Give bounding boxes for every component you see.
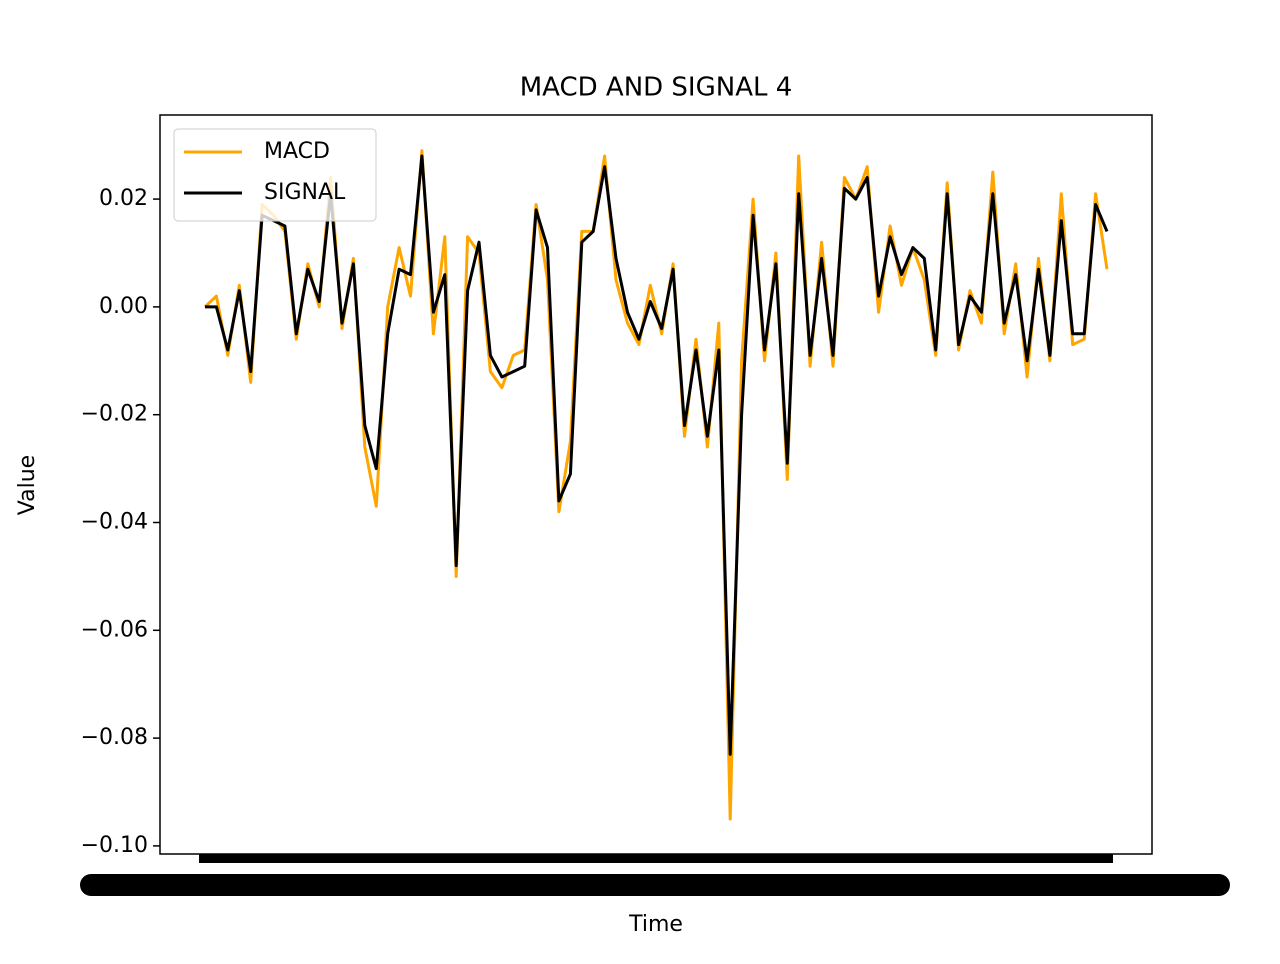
y-tick-label: −0.06: [81, 617, 148, 642]
y-tick-label: 0.02: [99, 186, 148, 211]
y-tick-label: −0.04: [81, 510, 148, 535]
y-tick-label: 0.00: [99, 294, 148, 319]
y-axis-label: Value: [15, 455, 40, 515]
series-line: [205, 154, 1109, 756]
y-tick-label: −0.08: [81, 725, 148, 750]
legend: MACD SIGNAL: [173, 128, 377, 222]
y-tick-label: −0.10: [81, 833, 148, 858]
legend-label: SIGNAL: [264, 180, 346, 205]
plot-area: [203, 149, 1109, 821]
x-tick-labels-overlap: [80, 874, 1230, 896]
y-tick-label: −0.02: [81, 402, 148, 427]
x-axis-label: Time: [628, 912, 683, 937]
chart-title: MACD AND SIGNAL 4: [520, 73, 793, 103]
legend-label: MACD: [264, 139, 330, 164]
